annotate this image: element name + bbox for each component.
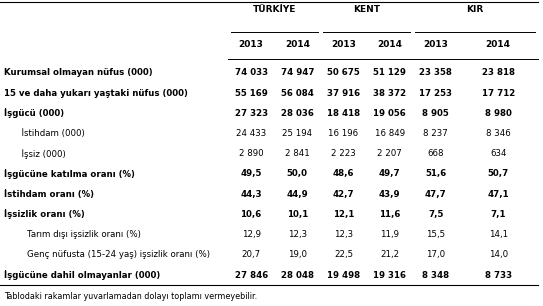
Text: 25 194: 25 194: [282, 129, 312, 138]
Text: 14,0: 14,0: [489, 250, 508, 259]
Text: 2 223: 2 223: [331, 149, 356, 158]
Text: 12,3: 12,3: [288, 230, 307, 239]
Text: Tablodaki rakamlar yuvarlamadan dolayı toplamı vermeyebilir.: Tablodaki rakamlar yuvarlamadan dolayı t…: [4, 292, 257, 301]
Text: 50 675: 50 675: [327, 68, 360, 77]
Text: KIR: KIR: [466, 5, 484, 14]
Text: 2013: 2013: [331, 40, 356, 49]
Text: 2013: 2013: [239, 40, 263, 49]
Text: 11,6: 11,6: [379, 210, 400, 219]
Text: Genç nüfusta (15-24 yaş) işsizlik oranı (%): Genç nüfusta (15-24 yaş) işsizlik oranı …: [16, 250, 210, 259]
Text: 8 733: 8 733: [485, 271, 512, 280]
Text: Tarım dışı işsizlik oranı (%): Tarım dışı işsizlik oranı (%): [16, 230, 141, 239]
Text: 10,6: 10,6: [241, 210, 262, 219]
Text: 7,1: 7,1: [490, 210, 506, 219]
Text: 50,0: 50,0: [287, 170, 308, 178]
Text: 668: 668: [427, 149, 444, 158]
Text: 51,6: 51,6: [425, 170, 446, 178]
Text: 16 196: 16 196: [329, 129, 358, 138]
Text: 18 418: 18 418: [327, 109, 360, 118]
Text: 15,5: 15,5: [426, 230, 445, 239]
Text: 20,7: 20,7: [242, 250, 261, 259]
Text: 19 498: 19 498: [327, 271, 360, 280]
Text: 12,3: 12,3: [334, 230, 353, 239]
Text: 74 947: 74 947: [281, 68, 314, 77]
Text: 23 818: 23 818: [482, 68, 515, 77]
Text: 17 253: 17 253: [419, 88, 452, 98]
Text: 42,7: 42,7: [333, 190, 354, 199]
Text: 19 316: 19 316: [373, 271, 406, 280]
Text: 8 980: 8 980: [485, 109, 512, 118]
Text: 37 916: 37 916: [327, 88, 360, 98]
Text: 24 433: 24 433: [236, 129, 266, 138]
Text: TÜRKİYE: TÜRKİYE: [252, 5, 296, 14]
Text: 38 372: 38 372: [373, 88, 406, 98]
Text: 56 084: 56 084: [281, 88, 314, 98]
Text: 12,1: 12,1: [333, 210, 354, 219]
Text: 48,6: 48,6: [333, 170, 354, 178]
Text: 8 348: 8 348: [422, 271, 449, 280]
Text: 15 ve daha yukarı yaştaki nüfus (000): 15 ve daha yukarı yaştaki nüfus (000): [4, 88, 188, 98]
Text: 22,5: 22,5: [334, 250, 353, 259]
Text: 49,5: 49,5: [241, 170, 262, 178]
Text: 49,7: 49,7: [379, 170, 400, 178]
Text: 74 033: 74 033: [235, 68, 268, 77]
Text: 50,7: 50,7: [488, 170, 509, 178]
Text: 12,9: 12,9: [242, 230, 261, 239]
Text: 2 841: 2 841: [285, 149, 310, 158]
Text: 2014: 2014: [285, 40, 310, 49]
Text: 14,1: 14,1: [489, 230, 508, 239]
Text: 44,9: 44,9: [287, 190, 308, 199]
Text: 8 346: 8 346: [486, 129, 510, 138]
Text: 17 712: 17 712: [482, 88, 515, 98]
Text: İşsiz (000): İşsiz (000): [16, 149, 66, 159]
Text: 16 849: 16 849: [375, 129, 405, 138]
Text: 10,1: 10,1: [287, 210, 308, 219]
Text: 47,1: 47,1: [488, 190, 509, 199]
Text: 19,0: 19,0: [288, 250, 307, 259]
Text: 28 036: 28 036: [281, 109, 314, 118]
Text: 11,9: 11,9: [380, 230, 399, 239]
Text: 55 169: 55 169: [235, 88, 268, 98]
Text: 2014: 2014: [485, 40, 511, 49]
Text: İşsizlik oranı (%): İşsizlik oranı (%): [4, 209, 85, 219]
Text: 47,7: 47,7: [425, 190, 447, 199]
Text: 17,0: 17,0: [426, 250, 445, 259]
Text: KENT: KENT: [353, 5, 380, 14]
Text: 27 846: 27 846: [235, 271, 268, 280]
Text: İşgücüne katılma oranı (%): İşgücüne katılma oranı (%): [4, 169, 135, 179]
Text: 51 129: 51 129: [373, 68, 406, 77]
Text: Kurumsal olmayan nüfus (000): Kurumsal olmayan nüfus (000): [4, 68, 153, 77]
Text: 27 323: 27 323: [235, 109, 268, 118]
Text: İstihdam (000): İstihdam (000): [16, 129, 85, 138]
Text: 28 048: 28 048: [281, 271, 314, 280]
Text: İşgücü (000): İşgücü (000): [4, 108, 65, 118]
Text: 2 207: 2 207: [377, 149, 402, 158]
Text: 8 237: 8 237: [424, 129, 448, 138]
Text: 19 056: 19 056: [373, 109, 406, 118]
Text: 8 905: 8 905: [422, 109, 449, 118]
Text: 43,9: 43,9: [379, 190, 400, 199]
Text: İşgücüne dahil olmayanlar (000): İşgücüne dahil olmayanlar (000): [4, 270, 161, 280]
Text: 7,5: 7,5: [428, 210, 444, 219]
Text: 634: 634: [490, 149, 507, 158]
Text: İstihdam oranı (%): İstihdam oranı (%): [4, 190, 94, 199]
Text: 2013: 2013: [424, 40, 448, 49]
Text: 21,2: 21,2: [380, 250, 399, 259]
Text: 23 358: 23 358: [419, 68, 452, 77]
Text: 2014: 2014: [377, 40, 402, 49]
Text: 2 890: 2 890: [239, 149, 263, 158]
Text: 44,3: 44,3: [241, 190, 262, 199]
